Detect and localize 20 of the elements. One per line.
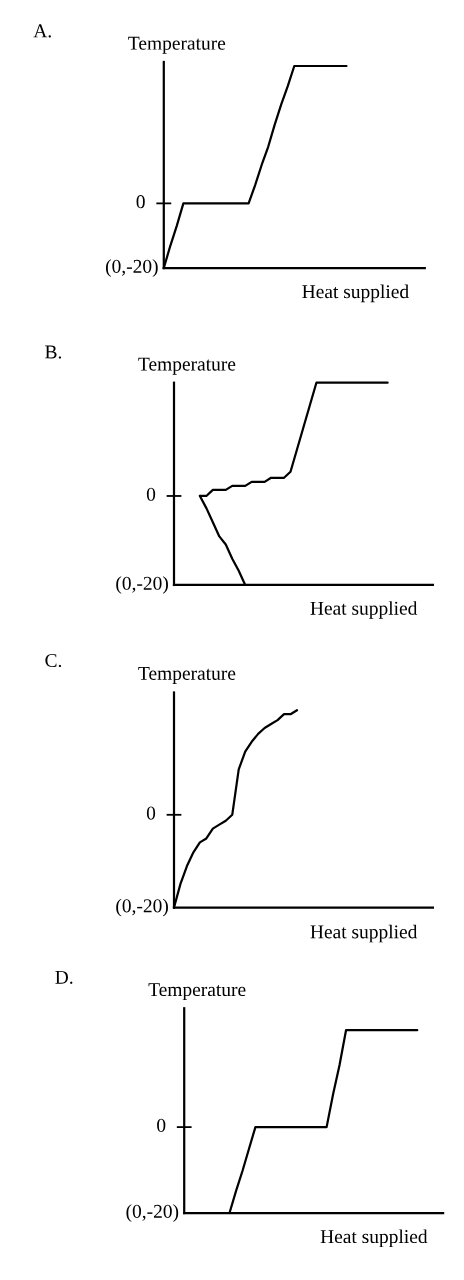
ref-line-label: 0 — [157, 1118, 166, 1132]
x-axis-title: Heat supplied — [310, 924, 418, 943]
x-axis-title: Heat supplied — [320, 1229, 428, 1248]
chart-title: A. — [33, 24, 51, 38]
text: (0,-20) — [116, 898, 168, 917]
chart-title: D. — [55, 970, 73, 984]
y-axis-title: Temperature — [138, 357, 236, 375]
ref-line-label: 0 — [146, 806, 156, 820]
y-axis-title: Temperature — [128, 36, 226, 54]
chart-title: B. — [45, 345, 62, 359]
x-axis-title: Heat supplied — [310, 601, 418, 619]
text: (0,-20) — [105, 259, 158, 277]
text: (0,-20) — [116, 576, 168, 594]
ref-line-label: 0 — [146, 487, 156, 501]
ref-line-label: 0 — [136, 195, 145, 209]
x-axis-title: Heat supplied — [302, 284, 409, 303]
y-axis-title: Temperature — [138, 667, 236, 684]
y-axis-title: Temperature — [148, 983, 246, 1001]
text: (0,-20) — [126, 1204, 179, 1222]
chart-title: C. — [45, 653, 62, 668]
